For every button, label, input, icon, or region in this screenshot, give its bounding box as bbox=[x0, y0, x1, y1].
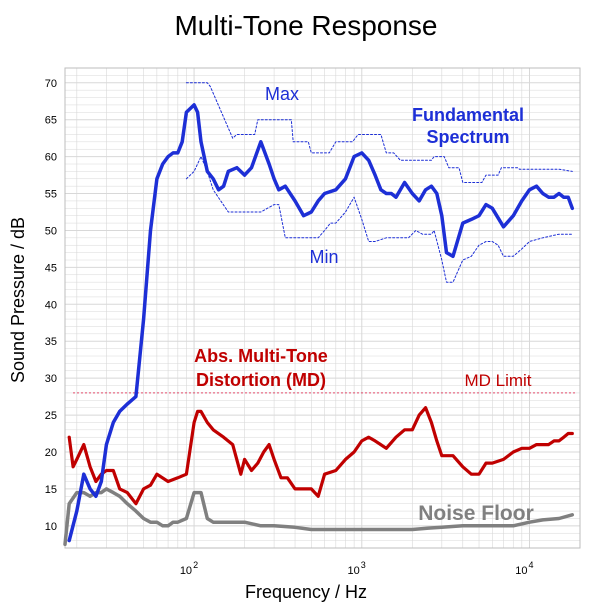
x-axis-label: Frequency / Hz bbox=[245, 582, 367, 602]
distortion-label-line1: Abs. Multi-Tone bbox=[194, 346, 328, 366]
y-tick-label: 40 bbox=[45, 299, 57, 311]
y-tick-label: 10 bbox=[45, 521, 57, 533]
max-label: Max bbox=[265, 84, 299, 104]
y-tick-labels: 10 15 20 25 30 35 40 45 50 55 60 65 70 bbox=[45, 78, 57, 533]
md-limit-label: MD Limit bbox=[464, 371, 531, 390]
x-tick-exponent: 4 bbox=[529, 560, 534, 570]
y-tick-label: 70 bbox=[45, 78, 57, 90]
plot-frame bbox=[64, 67, 581, 549]
y-tick-label: 20 bbox=[45, 447, 57, 459]
y-tick-label: 30 bbox=[45, 373, 57, 385]
series-lines bbox=[63, 82, 575, 547]
y-tick-label: 25 bbox=[45, 410, 57, 422]
y-tick-label: 50 bbox=[45, 225, 57, 237]
fundamental-label-line2: Spectrum bbox=[426, 127, 509, 147]
noise-floor-label: Noise Floor bbox=[418, 502, 534, 525]
distortion-label-line2: Distortion (MD) bbox=[196, 370, 326, 390]
x-tick-exponent: 2 bbox=[193, 560, 198, 570]
y-tick-label: 15 bbox=[45, 484, 57, 496]
y-tick-label: 55 bbox=[45, 189, 57, 201]
y-tick-label: 45 bbox=[45, 262, 57, 274]
grid bbox=[65, 67, 581, 549]
chart-title: Multi-Tone Response bbox=[174, 10, 437, 41]
distortion-series-line bbox=[67, 406, 574, 506]
min-label: Min bbox=[309, 247, 338, 267]
x-tick-labels: 10 2 10 3 10 4 bbox=[180, 560, 534, 577]
max-series-line bbox=[185, 82, 573, 183]
min-series-line bbox=[185, 156, 573, 283]
fundamental-series-line bbox=[67, 103, 575, 543]
noise-series-line bbox=[63, 487, 575, 547]
y-tick-label: 35 bbox=[45, 336, 57, 348]
x-tick-base: 10 bbox=[180, 565, 192, 577]
fundamental-label-line1: Fundamental bbox=[412, 105, 524, 125]
x-tick-base: 10 bbox=[515, 565, 527, 577]
x-tick-base: 10 bbox=[348, 565, 360, 577]
y-tick-label: 65 bbox=[45, 115, 57, 127]
x-tick-exponent: 3 bbox=[361, 560, 366, 570]
y-axis-label: Sound Pressure / dB bbox=[8, 217, 28, 383]
y-tick-label: 60 bbox=[45, 152, 57, 164]
